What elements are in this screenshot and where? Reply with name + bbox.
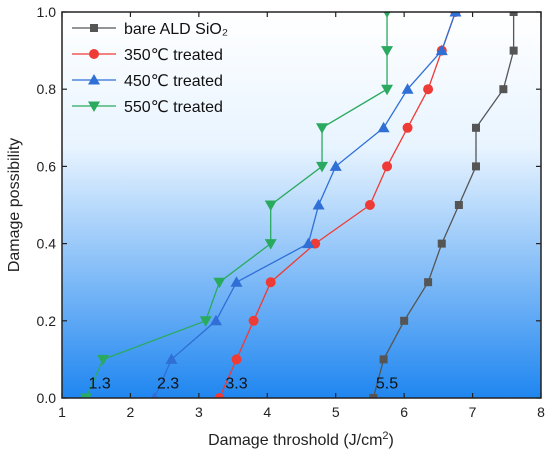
legend-marker bbox=[88, 74, 100, 85]
data-point bbox=[79, 393, 92, 398]
y-tick-label: 0.0 bbox=[37, 390, 57, 406]
series-0 bbox=[369, 12, 518, 398]
threshold-annotation: 3.3 bbox=[225, 376, 247, 393]
y-axis-title: Damage possibility bbox=[6, 138, 23, 272]
series-2 bbox=[150, 12, 462, 398]
legend-item: 350℃ treated bbox=[72, 47, 223, 64]
x-axis-superscript: 2 bbox=[382, 430, 388, 442]
data-point bbox=[437, 239, 446, 248]
x-tick-label: 6 bbox=[400, 404, 408, 420]
legend-label: 550℃ treated bbox=[124, 99, 223, 116]
legend-item: bare ALD SiO₂ bbox=[72, 21, 228, 38]
legend-item: 550℃ treated bbox=[72, 99, 223, 116]
data-point bbox=[302, 237, 315, 249]
data-point bbox=[312, 199, 325, 210]
data-point bbox=[383, 12, 391, 18]
data-point bbox=[382, 161, 393, 172]
series-3 bbox=[79, 12, 394, 398]
data-point bbox=[199, 316, 212, 327]
x-tick-label: 1 bbox=[58, 404, 66, 420]
data-point bbox=[499, 85, 508, 94]
data-point bbox=[424, 278, 433, 287]
data-point bbox=[150, 392, 158, 398]
plot-frame bbox=[61, 11, 542, 399]
data-point bbox=[248, 315, 259, 326]
y-tick-label: 0.2 bbox=[37, 313, 57, 329]
axis-ticks: 1 2 3 4 5 6 7 8 0.0 0.2 0.4 0.6 0.8 1.0 bbox=[37, 4, 546, 420]
plot-background bbox=[62, 12, 541, 398]
data-point bbox=[449, 12, 462, 17]
data-point bbox=[423, 84, 434, 95]
legend-label: 350℃ treated bbox=[124, 47, 223, 64]
data-point bbox=[400, 316, 409, 325]
legend-item: 450℃ treated bbox=[72, 73, 223, 90]
data-point bbox=[369, 394, 378, 398]
data-point bbox=[381, 46, 394, 57]
y-tick-label: 0.6 bbox=[37, 158, 57, 174]
data-point bbox=[265, 277, 276, 288]
x-tick-label: 5 bbox=[332, 404, 340, 420]
data-point bbox=[316, 161, 329, 173]
x-tick-label: 2 bbox=[127, 404, 135, 420]
data-point bbox=[264, 239, 277, 250]
x-axis-title: Damage throshold (J/cm2) bbox=[208, 430, 394, 449]
legend-label: 450℃ treated bbox=[124, 73, 223, 90]
y-tick-label: 1.0 bbox=[37, 4, 57, 20]
series-layer bbox=[79, 12, 518, 398]
data-point bbox=[471, 123, 480, 132]
data-point bbox=[316, 123, 329, 134]
data-point bbox=[435, 44, 448, 56]
x-tick-label: 3 bbox=[195, 404, 203, 420]
data-point bbox=[209, 314, 222, 326]
data-point bbox=[471, 162, 480, 171]
legend-marker bbox=[90, 24, 98, 32]
data-point bbox=[231, 354, 242, 365]
data-point bbox=[379, 355, 388, 364]
x-tick-label: 7 bbox=[469, 404, 477, 420]
data-point bbox=[214, 393, 225, 398]
data-point bbox=[364, 200, 375, 210]
data-point bbox=[377, 121, 390, 133]
legend: bare ALD SiO₂ 350℃ treated 450℃ treated 550… bbox=[72, 21, 228, 116]
y-tick-label: 0.4 bbox=[37, 236, 57, 252]
threshold-annotation: 2.3 bbox=[157, 376, 179, 393]
data-point bbox=[165, 353, 178, 364]
data-point bbox=[230, 276, 243, 287]
annotation-layer: 1.3 2.3 3.3 5.5 bbox=[89, 376, 399, 393]
threshold-annotation: 5.5 bbox=[376, 376, 398, 393]
data-point bbox=[213, 277, 226, 289]
data-point bbox=[509, 12, 518, 16]
threshold-annotation: 1.3 bbox=[89, 376, 111, 393]
legend-label: bare ALD SiO₂ bbox=[124, 21, 228, 38]
data-point bbox=[264, 200, 277, 211]
legend-marker bbox=[89, 49, 99, 59]
data-point bbox=[509, 46, 518, 55]
data-point bbox=[454, 201, 463, 209]
data-point bbox=[402, 122, 413, 133]
y-tick-label: 0.8 bbox=[37, 81, 57, 97]
data-point bbox=[97, 354, 110, 366]
x-tick-label: 8 bbox=[537, 404, 545, 420]
data-point bbox=[329, 160, 342, 171]
legend-marker bbox=[88, 101, 100, 112]
x-tick-label: 4 bbox=[263, 404, 271, 420]
data-point bbox=[381, 84, 394, 96]
data-point bbox=[401, 83, 414, 94]
